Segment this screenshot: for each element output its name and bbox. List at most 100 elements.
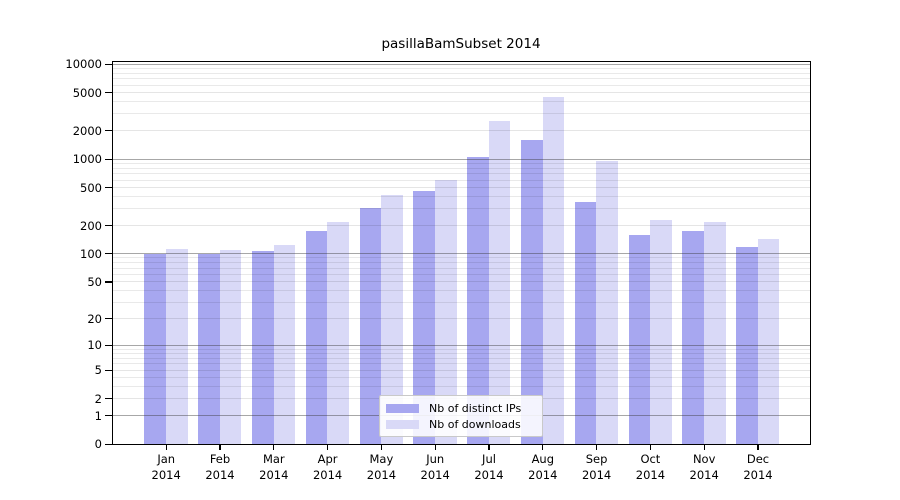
bar-nb-of-distinct-ips-sep-2014 — [574, 201, 597, 444]
bar-nb-of-downloads-apr-2014 — [327, 221, 350, 444]
y-tick — [105, 415, 112, 417]
x-tick — [327, 445, 329, 450]
gridline — [113, 173, 810, 175]
gridline — [113, 101, 810, 103]
y-tick-label: 2000 — [72, 123, 102, 138]
gridline — [113, 196, 810, 198]
gridline — [113, 162, 810, 164]
x-tick-label: Oct 2014 — [635, 452, 666, 482]
bar-nb-of-distinct-ips-jan-2014 — [144, 253, 166, 444]
y-tick — [105, 63, 112, 65]
y-tick — [105, 158, 112, 160]
bar-nb-of-downloads-jun-2014 — [435, 179, 457, 444]
chart-title: pasillaBamSubset 2014 — [381, 36, 541, 52]
legend-item-downloads: Nb of downloads — [386, 416, 534, 432]
bar-nb-of-downloads-oct-2014 — [650, 219, 672, 444]
bar-nb-of-downloads-feb-2014 — [219, 249, 242, 444]
y-tick — [105, 318, 112, 320]
bar-nb-of-distinct-ips-oct-2014 — [628, 234, 651, 444]
y-tick — [105, 130, 112, 132]
gridline — [113, 78, 810, 80]
bar-nb-of-downloads-nov-2014 — [704, 221, 726, 444]
legend-swatch-distinct-ips — [386, 403, 419, 413]
x-tick-label: Jul 2014 — [474, 452, 504, 482]
bar-nb-of-downloads-sep-2014 — [596, 161, 619, 444]
y-tick-label: 1000 — [72, 152, 102, 167]
y-tick-label: 200 — [80, 218, 102, 233]
x-tick-label: Feb 2014 — [205, 452, 235, 482]
x-tick — [273, 445, 275, 450]
gridline — [113, 167, 810, 169]
y-tick-label: 5000 — [72, 85, 102, 100]
legend-swatch-downloads — [386, 419, 419, 429]
x-tick — [703, 445, 705, 450]
x-tick — [434, 445, 436, 450]
x-tick-label: Mar 2014 — [259, 452, 289, 482]
gridline — [113, 63, 810, 65]
legend: Nb of distinct IPs Nb of downloads — [379, 395, 543, 437]
bar-nb-of-distinct-ips-jun-2014 — [413, 190, 435, 444]
bar-nb-of-distinct-ips-jul-2014 — [467, 156, 489, 444]
bar-nb-of-distinct-ips-aug-2014 — [520, 139, 543, 444]
x-tick — [757, 445, 759, 450]
x-tick — [542, 445, 544, 450]
y-tick-label: 500 — [80, 180, 102, 195]
gridline — [113, 187, 810, 189]
x-tick — [649, 445, 651, 450]
gridline — [113, 72, 810, 74]
x-tick-label: Jan 2014 — [151, 452, 181, 482]
bar-nb-of-downloads-mar-2014 — [273, 244, 296, 444]
bar-nb-of-distinct-ips-nov-2014 — [682, 230, 704, 444]
y-tick-label: 0 — [94, 437, 102, 452]
gridline — [113, 84, 810, 86]
y-tick-label: 1 — [94, 408, 102, 423]
y-tick — [105, 344, 112, 346]
bar-nb-of-downloads-aug-2014 — [542, 97, 565, 444]
plot-area — [112, 61, 811, 445]
gridline — [113, 113, 810, 115]
y-tick-label: 10 — [87, 338, 102, 353]
x-tick-label: May 2014 — [366, 452, 397, 482]
bar-nb-of-distinct-ips-apr-2014 — [305, 230, 328, 444]
y-tick-label: 50 — [87, 275, 102, 289]
y-tick — [105, 253, 112, 255]
x-tick — [219, 445, 221, 450]
legend-item-distinct-ips: Nb of distinct IPs — [386, 400, 534, 416]
x-tick-label: Nov 2014 — [689, 452, 719, 482]
bar-nb-of-distinct-ips-feb-2014 — [198, 254, 220, 444]
y-tick-label: 20 — [87, 311, 102, 326]
bar-nb-of-downloads-dec-2014 — [757, 239, 780, 444]
y-tick-label: 10000 — [65, 57, 102, 72]
gridline — [113, 130, 810, 131]
bar-nb-of-downloads-may-2014 — [381, 195, 403, 444]
y-tick — [105, 398, 112, 400]
gridline — [113, 208, 810, 210]
bar-nb-of-downloads-jul-2014 — [488, 121, 511, 444]
gridline — [113, 67, 810, 69]
y-tick — [105, 281, 112, 283]
y-tick — [105, 443, 112, 445]
bar-nb-of-distinct-ips-mar-2014 — [251, 250, 274, 444]
x-tick — [596, 445, 598, 450]
x-tick — [165, 445, 167, 450]
x-tick — [380, 445, 382, 450]
legend-label-distinct-ips: Nb of distinct IPs — [429, 401, 522, 415]
bar-nb-of-downloads-jan-2014 — [166, 249, 188, 444]
x-tick-label: Sep 2014 — [581, 452, 612, 482]
x-tick — [488, 445, 490, 450]
gridline — [113, 92, 810, 94]
x-tick-label: Aug 2014 — [528, 452, 558, 482]
x-tick-label: Apr 2014 — [312, 452, 343, 482]
y-tick — [105, 224, 112, 227]
x-tick-label: Jun 2014 — [420, 452, 450, 482]
y-tick — [105, 369, 112, 371]
bar-nb-of-distinct-ips-dec-2014 — [736, 247, 758, 444]
legend-label-downloads: Nb of downloads — [429, 417, 521, 431]
x-tick-label: Dec 2014 — [743, 452, 773, 482]
y-tick-label: 100 — [80, 246, 102, 261]
gridline — [113, 179, 810, 181]
y-tick-label: 2 — [94, 391, 102, 406]
y-tick — [105, 92, 112, 94]
y-tick-label: 5 — [94, 363, 102, 378]
